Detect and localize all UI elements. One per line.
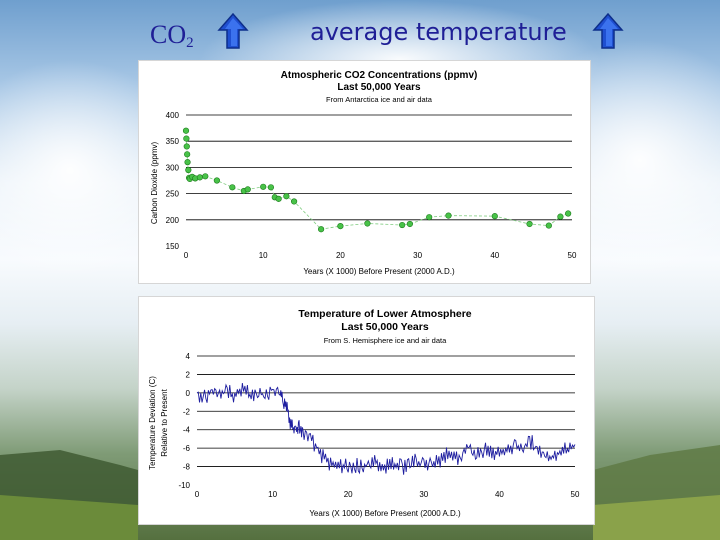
co2-data-point [183,143,190,150]
x-tick-label: 30 [413,251,422,260]
y-tick-label: 300 [166,163,180,172]
y-tick-label: 400 [166,111,180,120]
temperature-line [196,382,576,475]
co2-data-point [491,213,498,220]
y-tick-label: 250 [166,190,180,199]
co2-data-point [426,214,433,221]
co2-data-point [526,220,533,228]
co2-data-point [557,213,564,220]
co2-data-point [182,127,190,134]
co2-data-point [267,184,275,191]
co2-series [182,127,572,233]
temperature-chart: Temperature of Lower Atmosphere Last 50,… [148,308,580,518]
tick-labels: 150 200 250 300 350 400 0 10 20 30 40 50 [166,111,577,260]
co2-data-point [213,177,220,184]
co2-data-point [565,210,572,217]
y-tick-label: 350 [166,137,180,146]
y-tick-label: 4 [186,352,191,361]
x-tick-label: 40 [490,251,499,260]
co2-data-point [283,193,290,200]
co2-data-point [260,183,267,190]
y-tick-label: -6 [183,444,191,453]
co2-data-point [318,226,325,233]
co2-chart: Atmospheric CO2 Concentrations (ppmv) La… [150,70,577,276]
grid-lines [186,114,572,221]
chart-title: Atmospheric CO2 Concentrations (ppmv) [281,70,478,81]
y-axis-label: Carbon Dioxide (ppmv) [150,142,159,225]
x-axis-label: Years (X 1000) Before Present (2000 A.D.… [309,509,461,518]
co2-data-point [244,186,251,193]
x-tick-label: 30 [419,490,428,499]
co2-data-point [399,221,406,229]
x-tick-label: 20 [336,251,345,260]
co2-data-point [185,166,192,174]
y-tick-label: 0 [186,389,191,398]
temperature-heading: average temperature [310,18,567,46]
y-axis-label: Temperature Deviation (C) [148,376,157,470]
co2-data-point [275,195,282,202]
x-tick-label: 10 [259,251,268,260]
y-tick-label: -2 [183,407,191,416]
chart-subtitle: From Antarctica ice and air data [326,95,433,104]
chart-title-line2: Last 50,000 Years [337,82,421,93]
x-axis-label: Years (X 1000) Before Present (2000 A.D.… [303,267,455,276]
co2-data-point [364,220,371,227]
co2-subscript: 2 [186,35,194,51]
x-tick-label: 20 [344,490,353,499]
co2-data-point [196,174,203,181]
chart-title: Temperature of Lower Atmosphere [298,308,471,320]
x-tick-label: 50 [571,490,580,499]
co2-data-point [290,198,298,205]
y-tick-label: 150 [166,242,180,251]
x-tick-label: 50 [568,251,577,260]
up-arrow-icon [217,12,249,49]
x-tick-label: 10 [268,490,277,499]
y-tick-label: -4 [183,426,191,435]
co2-chart-panel: Atmospheric CO2 Concentrations (ppmv) La… [138,60,591,284]
co2-data-point [445,212,452,219]
co2-data-point [229,184,236,191]
co2-data-point [183,135,190,142]
co2-connector-line [185,130,569,230]
y-axis-label-line2: Relative to Present [160,388,169,456]
co2-heading: CO2 [150,20,194,60]
co2-data-point [406,220,413,228]
y-tick-label: 2 [186,370,191,379]
y-tick-label: -10 [178,481,190,490]
x-tick-label: 0 [184,251,189,260]
co2-data-point [337,222,344,230]
co2-data-point [184,159,191,166]
y-tick-label: -8 [183,463,191,472]
co2-label: CO [150,20,187,49]
chart-title-line2: Last 50,000 Years [341,321,429,333]
co2-data-point [202,173,209,180]
y-tick-label: 200 [166,216,180,225]
temperature-series [196,382,576,475]
co2-data-point [545,222,552,229]
temperature-chart-panel: Temperature of Lower Atmosphere Last 50,… [138,296,595,525]
chart-subtitle: From S. Hemisphere ice and air data [324,336,447,345]
x-tick-label: 0 [195,490,200,499]
x-tick-label: 40 [495,490,504,499]
grid-lines [197,355,575,467]
co2-data-point [184,151,191,158]
up-arrow-icon [592,12,624,49]
